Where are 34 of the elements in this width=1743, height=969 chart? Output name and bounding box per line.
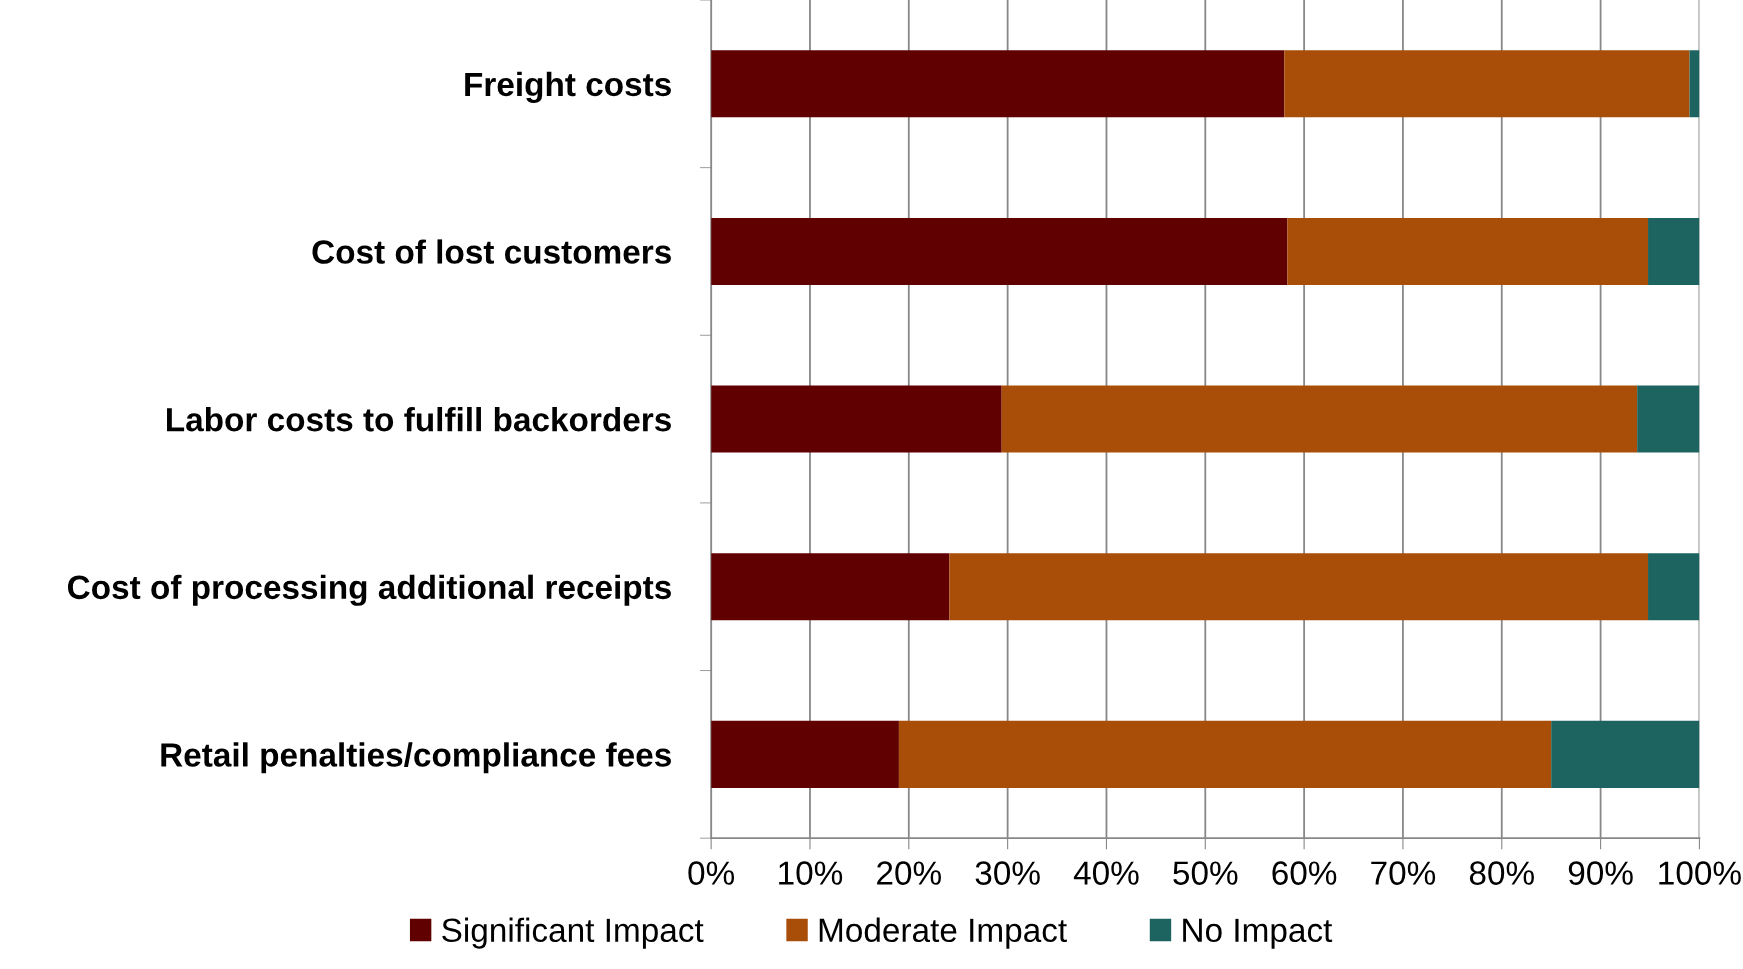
x-tick-label: 30% [975, 861, 1040, 885]
x-tick-label: 50% [1173, 861, 1238, 885]
bar [949, 553, 1649, 621]
legend-label: No Impact [1183, 918, 1333, 949]
bar [1689, 50, 1700, 118]
x-tick-label: 90% [1568, 861, 1633, 885]
y-tick-label: Cost of lost customers [312, 239, 671, 264]
bar [1551, 720, 1700, 788]
x-tick-label: 60% [1272, 861, 1337, 885]
y-tick-label: Cost of processing additional receipts [68, 574, 671, 606]
bar [1001, 385, 1638, 453]
bar [711, 385, 1002, 453]
bar [711, 553, 950, 621]
bar [711, 50, 1285, 118]
bar [1648, 217, 1700, 285]
x-tick-label: 70% [1371, 861, 1436, 885]
x-tick-label: 80% [1469, 861, 1534, 885]
legend-label: Significant Impact [442, 917, 704, 949]
bar [1637, 385, 1700, 453]
bar [711, 720, 899, 788]
x-tick-label: 100% [1659, 861, 1741, 885]
y-tick-label: Retail penalties/compliance fees [161, 742, 671, 774]
x-tick-label: 10% [779, 861, 843, 885]
bar [1648, 553, 1700, 621]
x-tick-label: 40% [1073, 861, 1139, 885]
y-tick-label: Labor costs to fulfill backorders [167, 407, 671, 432]
x-tick-label: 0% [688, 861, 735, 885]
bar [898, 720, 1552, 788]
y-tick-label: Freight costs [465, 71, 671, 103]
x-tick-label: 20% [877, 861, 941, 885]
bar [711, 217, 1288, 285]
legend-label: Moderate Impact [819, 917, 1067, 949]
bar [1284, 50, 1690, 118]
bar [1287, 217, 1649, 285]
